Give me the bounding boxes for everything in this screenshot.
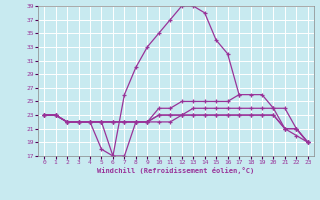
X-axis label: Windchill (Refroidissement éolien,°C): Windchill (Refroidissement éolien,°C) [97,167,255,174]
